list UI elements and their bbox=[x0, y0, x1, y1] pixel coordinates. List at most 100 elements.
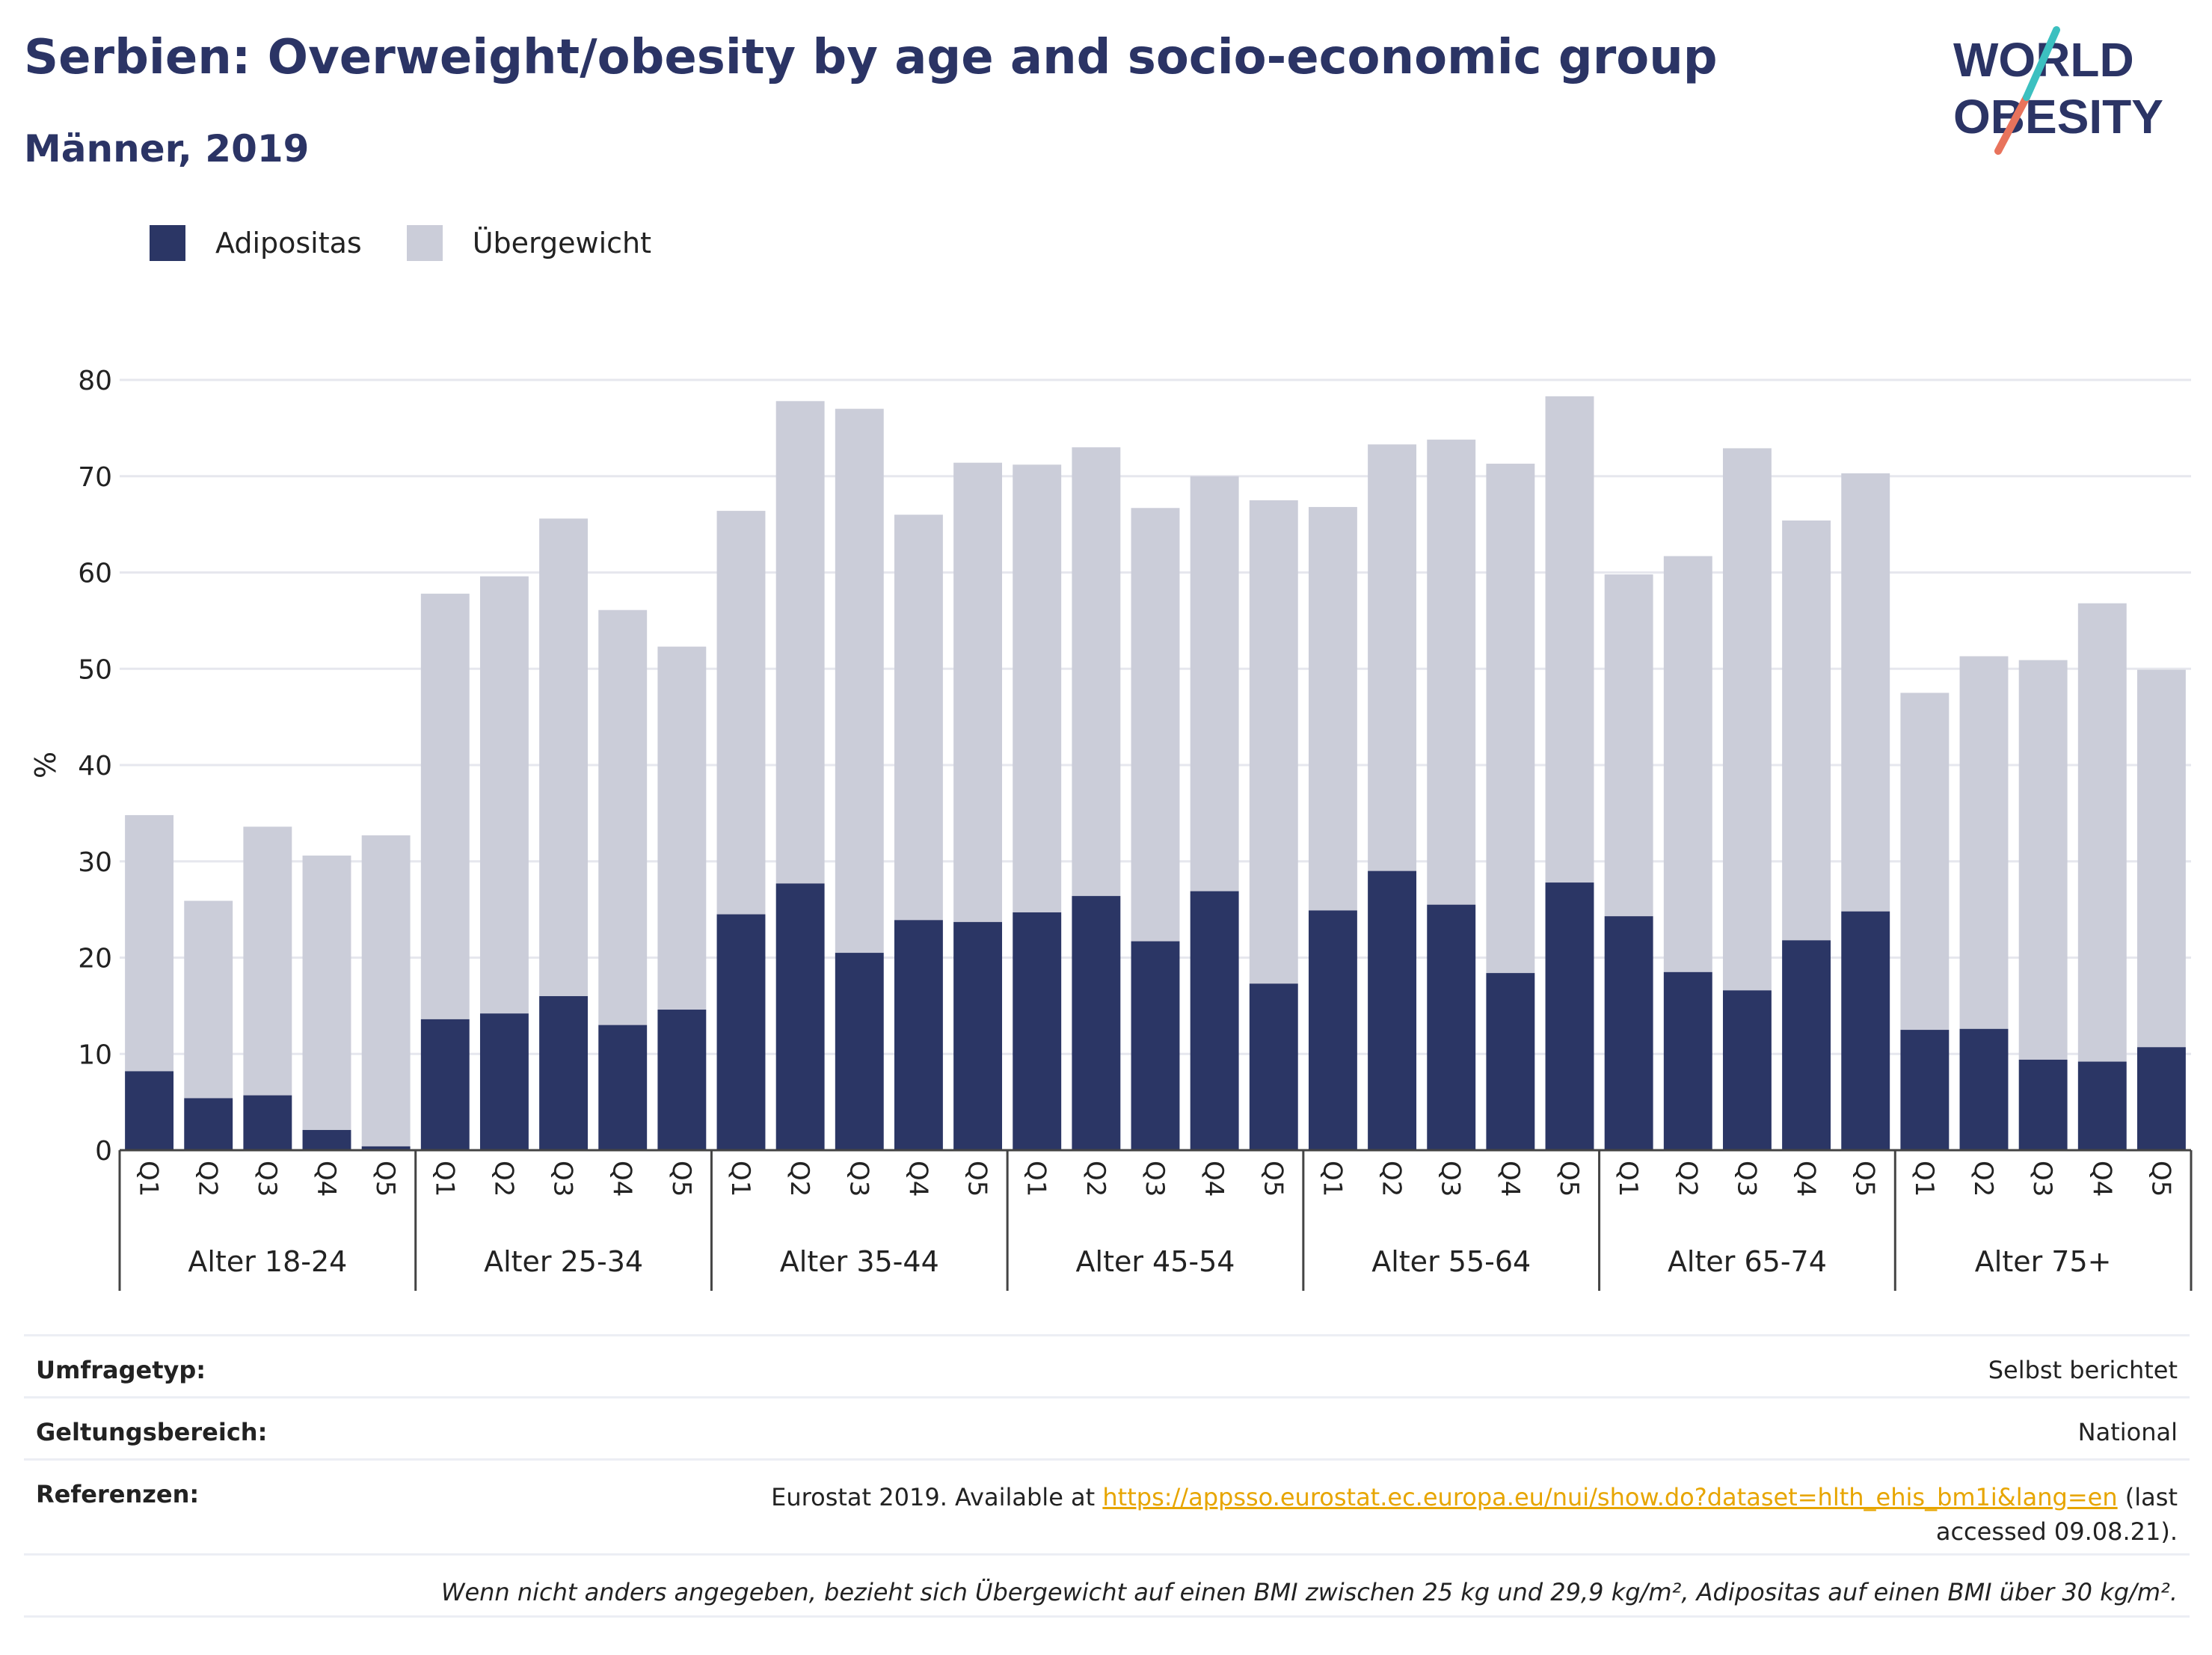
bar-uebergewicht bbox=[1900, 693, 1950, 1031]
bar-adipositas bbox=[1249, 983, 1298, 1150]
info-row-survey: Umfragetyp: Selbst berichtet bbox=[24, 1334, 2190, 1396]
bar-adipositas bbox=[1545, 882, 1594, 1150]
stacked-bar-chart: 0 10 20 30 40 50 60 70 80% Q1 Q2 Q3 Q4 Q5 Q1 Q2 Q3 Q4 Q5 Q1… bbox=[29, 366, 2193, 1291]
bar-uebergewicht bbox=[479, 576, 529, 1014]
y-tick-label: 30 bbox=[78, 847, 112, 878]
x-tick-label: Q2 bbox=[1968, 1161, 1998, 1197]
bar-adipositas bbox=[1486, 973, 1535, 1150]
x-tick-label: Q3 bbox=[1140, 1161, 1170, 1197]
y-tick-label: 50 bbox=[78, 654, 112, 685]
bar-uebergewicht bbox=[1722, 448, 1772, 991]
info-table: Umfragetyp: Selbst berichtet Geltungsber… bbox=[24, 1334, 2190, 1618]
chart-legend: Adipositas Übergewicht bbox=[150, 221, 696, 265]
group-label: Alter 35-44 bbox=[780, 1245, 939, 1278]
bar-uebergewicht bbox=[1368, 444, 1417, 871]
bar-adipositas bbox=[1841, 911, 1890, 1150]
bar-adipositas bbox=[1663, 971, 1712, 1150]
bar-uebergewicht bbox=[1545, 396, 1594, 883]
legend-swatch-uebergewicht bbox=[406, 225, 443, 261]
bar-adipositas bbox=[1782, 940, 1831, 1150]
bar-adipositas bbox=[1368, 871, 1417, 1150]
x-tick-label: Q1 bbox=[1317, 1161, 1347, 1197]
bar-uebergewicht bbox=[1427, 439, 1476, 905]
bar-uebergewicht bbox=[1486, 464, 1535, 974]
legend-label-uebergewicht: Übergewicht bbox=[472, 227, 651, 260]
bar-uebergewicht bbox=[716, 511, 766, 915]
x-tick-label: Q3 bbox=[252, 1161, 282, 1197]
group-label: Alter 55-64 bbox=[1371, 1245, 1531, 1278]
x-tick-label: Q4 bbox=[903, 1161, 933, 1197]
world-obesity-logo: WORLD OBESITY bbox=[1953, 26, 2163, 155]
bar-uebergewicht bbox=[1782, 520, 1831, 941]
x-tick-label: Q2 bbox=[193, 1161, 223, 1197]
bar-uebergewicht bbox=[953, 462, 1003, 922]
bar-adipositas bbox=[1072, 896, 1121, 1150]
x-tick-label: Q1 bbox=[1613, 1161, 1643, 1197]
survey-type-label: Umfragetyp: bbox=[36, 1356, 206, 1384]
bar-adipositas bbox=[1959, 1028, 2009, 1150]
x-tick-label: Q4 bbox=[1791, 1161, 1821, 1197]
y-tick-label: 0 bbox=[95, 1136, 112, 1167]
bar-uebergewicht bbox=[1308, 506, 1357, 911]
bar-uebergewicht bbox=[2136, 669, 2186, 1048]
bar-adipositas bbox=[953, 921, 1003, 1150]
x-tick-label: Q5 bbox=[2145, 1161, 2175, 1197]
bar-adipositas bbox=[2018, 1059, 2068, 1150]
references-link[interactable]: https://appsso.eurostat.ec.europa.eu/nui… bbox=[1102, 1483, 2118, 1511]
bar-adipositas bbox=[775, 883, 825, 1150]
bar-uebergewicht bbox=[420, 593, 470, 1019]
bar-uebergewicht bbox=[125, 814, 174, 1072]
x-tick-label: Q2 bbox=[784, 1161, 814, 1197]
bar-adipositas bbox=[361, 1146, 411, 1150]
bar-adipositas bbox=[2136, 1047, 2186, 1150]
bar-adipositas bbox=[598, 1025, 648, 1150]
bar-adipositas bbox=[894, 920, 943, 1150]
bar-uebergewicht bbox=[1131, 508, 1180, 942]
bar-uebergewicht bbox=[2018, 660, 2068, 1060]
x-tick-label: Q2 bbox=[1672, 1161, 1702, 1197]
references-label: Referenzen: bbox=[36, 1480, 200, 1508]
y-tick-label: 60 bbox=[78, 559, 112, 589]
bar-adipositas bbox=[125, 1071, 174, 1150]
x-tick-label: Q5 bbox=[1554, 1161, 1584, 1197]
bar-adipositas bbox=[1427, 904, 1476, 1150]
legend-label-adipositas: Adipositas bbox=[215, 227, 362, 260]
bar-adipositas bbox=[657, 1010, 707, 1150]
bar-uebergewicht bbox=[1841, 473, 1890, 912]
bar-adipositas bbox=[184, 1098, 233, 1150]
scope-label: Geltungsbereich: bbox=[36, 1418, 268, 1446]
bar-adipositas bbox=[1013, 912, 1062, 1150]
y-tick-label: 20 bbox=[78, 944, 112, 974]
bar-uebergewicht bbox=[1663, 556, 1712, 972]
x-tick-label: Q2 bbox=[1081, 1161, 1110, 1197]
definition-note: Wenn nicht anders angegeben, bezieht sic… bbox=[440, 1578, 2178, 1606]
x-tick-label: Q5 bbox=[1258, 1161, 1288, 1197]
legend-swatch-adipositas bbox=[150, 225, 185, 261]
bar-uebergewicht bbox=[1249, 500, 1298, 984]
legend-item-adipositas[interactable]: Adipositas bbox=[150, 225, 362, 261]
x-tick-label: Q3 bbox=[548, 1161, 578, 1197]
bar-adipositas bbox=[1722, 990, 1772, 1150]
bar-adipositas bbox=[243, 1095, 292, 1150]
bar-adipositas bbox=[716, 914, 766, 1150]
survey-type-value: Selbst berichtet bbox=[1988, 1356, 2178, 1384]
x-tick-label: Q4 bbox=[607, 1161, 637, 1197]
bar-uebergewicht bbox=[243, 826, 292, 1096]
scope-value: National bbox=[2077, 1418, 2178, 1446]
bar-adipositas bbox=[539, 996, 589, 1150]
bar-adipositas bbox=[1308, 910, 1357, 1150]
bar-adipositas bbox=[302, 1129, 351, 1150]
x-tick-label: Q3 bbox=[1436, 1161, 1466, 1197]
bar-uebergewicht bbox=[184, 900, 233, 1099]
logo-slash-teal bbox=[2023, 26, 2060, 101]
bar-uebergewicht bbox=[1013, 464, 1062, 912]
references-value: Eurostat 2019. Available at https://apps… bbox=[682, 1480, 2178, 1549]
y-axis-label: % bbox=[29, 752, 62, 779]
bar-uebergewicht bbox=[2077, 603, 2127, 1062]
info-row-references: Referenzen: Eurostat 2019. Available at … bbox=[24, 1458, 2190, 1553]
y-tick-label: 80 bbox=[78, 366, 112, 396]
legend-item-uebergewicht[interactable]: Übergewicht bbox=[406, 225, 651, 261]
x-tick-label: Q5 bbox=[962, 1161, 992, 1197]
logo-slash-red bbox=[1994, 93, 2030, 155]
y-tick-label: 70 bbox=[78, 462, 112, 493]
